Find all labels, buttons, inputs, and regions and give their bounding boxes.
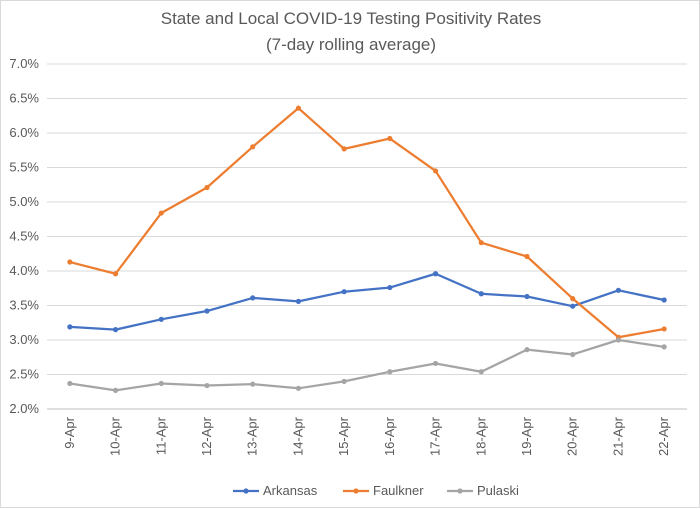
data-point-pulaski — [524, 347, 530, 353]
y-tick-label: 4.5% — [9, 229, 39, 244]
data-point-pulaski — [432, 360, 439, 367]
y-tick-label: 6.0% — [9, 125, 39, 140]
data-point-pulaski — [570, 351, 576, 358]
x-tick-label: 19-Apr — [519, 416, 534, 456]
data-point-arkansas — [204, 308, 210, 314]
data-point-pulaski — [478, 369, 484, 375]
data-point-arkansas — [615, 287, 622, 293]
data-point-faulkner — [661, 326, 667, 332]
chart-subtitle: (7-day rolling average) — [265, 35, 437, 54]
data-point-pulaski — [615, 337, 622, 343]
data-point-arkansas — [341, 289, 347, 295]
data-point-faulkner — [158, 210, 164, 216]
x-tick-label: 14-Apr — [290, 416, 305, 456]
data-point-faulkner — [432, 168, 439, 174]
y-tick-label: 3.5% — [9, 298, 39, 313]
data-point-faulkner — [570, 296, 576, 302]
data-point-faulkner — [478, 240, 484, 246]
y-tick-label: 2.5% — [9, 367, 39, 382]
x-tick-label: 10-Apr — [108, 416, 123, 456]
data-point-arkansas — [570, 303, 576, 309]
x-tick-label: 17-Apr — [428, 416, 443, 456]
legend-marker-pulaski — [457, 488, 463, 494]
x-tick-label: 9-Apr — [62, 416, 77, 448]
data-point-pulaski — [250, 381, 256, 387]
data-point-faulkner — [250, 144, 256, 150]
x-tick-label: 13-Apr — [245, 416, 260, 456]
chart-title: State and Local COVID-19 Testing Positiv… — [160, 9, 542, 28]
x-tick-label: 22-Apr — [656, 416, 671, 456]
y-tick-label: 2.0% — [9, 401, 39, 416]
data-point-arkansas — [478, 291, 484, 297]
data-point-faulkner — [295, 105, 302, 111]
y-tick-label: 3.0% — [9, 332, 39, 347]
series-line-faulkner — [69, 107, 665, 339]
data-point-arkansas — [67, 324, 73, 330]
data-point-arkansas — [112, 327, 119, 333]
data-point-faulkner — [387, 135, 393, 142]
data-point-faulkner — [204, 184, 210, 191]
series-line-arkansas — [69, 272, 665, 331]
data-point-pulaski — [112, 387, 119, 393]
legend-label-faulkner: Faulkner — [373, 483, 424, 498]
x-tick-label: 16-Apr — [382, 416, 397, 456]
legend-marker-arkansas — [243, 488, 249, 494]
x-tick-label: 15-Apr — [336, 416, 351, 456]
data-point-arkansas — [387, 284, 393, 291]
data-point-faulkner — [341, 146, 347, 152]
data-point-pulaski — [295, 385, 302, 391]
x-tick-label: 12-Apr — [199, 416, 214, 456]
legend-label-pulaski: Pulaski — [477, 483, 519, 498]
y-tick-label: 4.0% — [9, 263, 39, 278]
y-tick-label: 7.0% — [9, 56, 39, 71]
data-point-faulkner — [67, 259, 73, 265]
y-tick-label: 5.0% — [9, 194, 39, 209]
data-point-arkansas — [158, 316, 164, 322]
x-tick-label: 20-Apr — [565, 416, 580, 456]
data-point-pulaski — [204, 382, 210, 389]
data-point-faulkner — [112, 271, 119, 277]
data-point-arkansas — [432, 271, 439, 277]
legend-marker-faulkner — [353, 488, 359, 494]
data-point-pulaski — [387, 369, 393, 375]
data-point-pulaski — [661, 344, 667, 350]
legend-label-arkansas: Arkansas — [263, 483, 318, 498]
y-tick-label: 5.5% — [9, 160, 39, 175]
data-point-pulaski — [341, 378, 347, 384]
data-point-faulkner — [524, 253, 530, 260]
x-tick-label: 21-Apr — [610, 416, 625, 456]
y-tick-label: 6.5% — [9, 91, 39, 106]
series-line-pulaski — [69, 338, 665, 392]
data-point-pulaski — [67, 380, 73, 387]
data-point-arkansas — [524, 293, 530, 300]
data-point-pulaski — [158, 380, 164, 387]
data-point-arkansas — [295, 298, 302, 304]
data-point-arkansas — [250, 295, 256, 301]
x-tick-label: 11-Apr — [153, 416, 168, 455]
data-point-arkansas — [661, 297, 667, 303]
x-tick-label: 18-Apr — [473, 416, 488, 456]
